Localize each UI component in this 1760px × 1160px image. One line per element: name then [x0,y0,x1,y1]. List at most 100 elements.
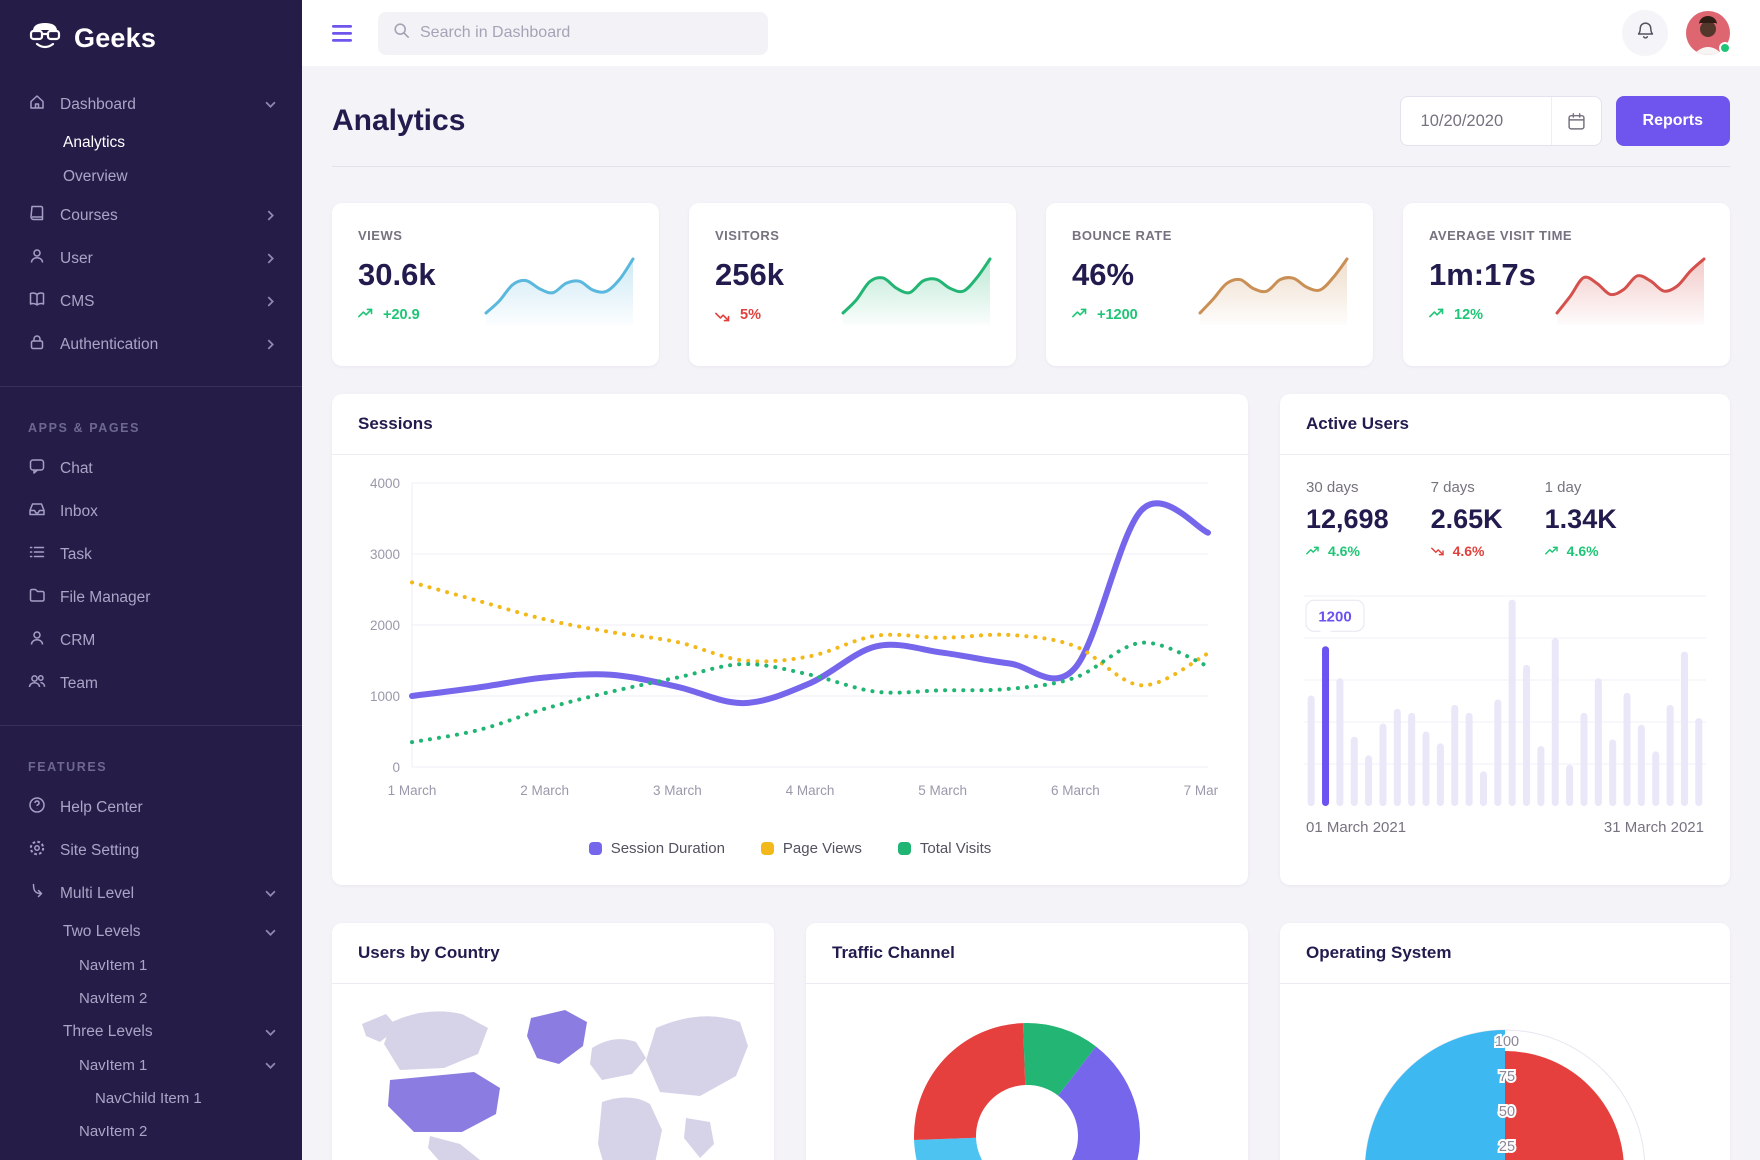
sidebar-divider [0,725,302,726]
world-map [362,1010,748,1160]
svg-text:25: 25 [1499,1139,1515,1155]
active-users-7-days: 7 days 2.65K 4.6% [1430,479,1503,559]
chevron-right-icon [265,339,276,350]
sidebar-item-team[interactable]: Team [0,662,302,705]
axis-end-label: 31 March 2021 [1603,819,1704,836]
sidebar-item-chat[interactable]: Chat [0,447,302,490]
legend-dot [588,842,602,855]
trend-up-icon [1544,543,1561,559]
operating-system-card: Operating System 100 75 50 25 [1280,923,1730,1160]
home-icon [28,93,46,116]
sidebar-item-label: Dashboard [60,95,136,113]
gear-icon [28,839,46,862]
main-area: Analytics 10/20/2020 Reports VIEWS 30.6k [302,0,1760,1160]
chevron-right-icon [265,210,276,221]
date-input[interactable]: 10/20/2020 [1420,111,1504,130]
sidebar-item-user[interactable]: User [0,237,302,280]
avg-visit-time-sparkline [1555,257,1706,325]
chevron-down-icon [265,99,276,110]
sidebar-item-cms[interactable]: CMS [0,280,302,323]
svg-text:100: 100 [1495,1034,1519,1050]
reports-button[interactable]: Reports [1615,96,1730,146]
active-users-card: Active Users 30 days 12,698 4.6% 7 days … [1280,394,1730,885]
sidebar-item-two-levels[interactable]: Two Levels [0,915,302,949]
lock-icon [28,333,46,356]
visitors-sparkline [841,257,992,325]
sidebar-item-authentication[interactable]: Authentication [0,323,302,366]
active-users-stats: 30 days 12,698 4.6% 7 days 2.65K 4.6% 1 … [1280,455,1730,563]
legend-dot [897,842,911,855]
calendar-icon[interactable] [1550,97,1601,145]
legend-session-duration[interactable]: Session Duration [588,840,725,857]
sidebar-item-site-setting[interactable]: Site Setting [0,829,302,872]
legend-dot [760,842,774,855]
operating-system-title: Operating System [1280,923,1730,984]
sidebar-divider [0,386,302,387]
sidebar-item-crm[interactable]: CRM [0,619,302,662]
topbar-right [1622,10,1731,56]
list-icon [28,543,46,566]
sidebar-item-courses[interactable]: Courses [0,194,302,237]
active-users-axis: 01 March 2021 31 March 2021 [1280,811,1730,854]
trend-up-icon [358,307,376,323]
stat-card-visitors: VISITORS 256k 5% [689,203,1016,366]
sidebar-item-analytics[interactable]: Analytics [63,134,126,151]
brand-name: Geeks [74,23,157,53]
sidebar-item-navchild-item-1[interactable]: NavChild Item 1 [95,1090,202,1107]
traffic-channel-card: Traffic Channel [806,923,1248,1160]
inbox-icon [28,500,46,523]
legend-page-views[interactable]: Page Views [760,840,862,857]
search-icon [393,22,410,44]
users-by-country-card: Users by Country [332,923,774,1160]
brand-logo[interactable]: Geeks [0,0,302,83]
sidebar-section-apps-pages: APPS & PAGES [28,421,141,435]
sidebar-item-navitem-2-nested[interactable]: NavItem 2 [79,1123,148,1140]
legend-total-visits[interactable]: Total Visits [897,840,991,857]
sidebar-section-features: FEATURES [28,760,108,774]
menu-toggle-button[interactable] [332,24,354,42]
chevron-right-icon [265,296,276,307]
date-picker: 10/20/2020 [1399,96,1602,146]
stat-value: 30.6k [358,257,436,292]
help-circle-icon [28,796,46,819]
book-icon [28,204,46,227]
book-open-icon [28,290,46,313]
online-status-dot [1719,42,1731,54]
sidebar-item-navitem-2[interactable]: NavItem 2 [79,990,148,1007]
sidebar-item-overview[interactable]: Overview [63,168,128,185]
trend-up-icon [1306,543,1322,559]
active-users-bar-chart: 1200 [1304,595,1706,806]
svg-text:4 March: 4 March [786,783,835,798]
svg-text:3 March: 3 March [653,783,702,798]
chevron-down-icon [265,1060,276,1071]
sidebar-item-file-manager[interactable]: File Manager [0,576,302,619]
svg-text:1200: 1200 [1318,608,1351,625]
sidebar-item-navitem-1[interactable]: NavItem 1 [79,957,148,974]
svg-text:0: 0 [392,760,400,775]
sessions-legend: Session Duration Page Views Total Visits [332,826,1248,877]
sidebar-item-dashboard[interactable]: Dashboard [0,83,302,126]
sidebar-item-task[interactable]: Task [0,533,302,576]
notifications-button[interactable] [1622,10,1668,56]
active-users-1-day: 1 day 1.34K 4.6% [1544,479,1617,559]
sessions-line-chart: 0 1000 2000 3000 4000 1 March 2 March 3 March 4 … [370,476,1232,798]
sidebar-item-help-center[interactable]: Help Center [0,786,302,829]
sidebar-item-three-levels[interactable]: Three Levels [0,1015,302,1049]
search-input[interactable] [420,24,753,42]
folder-icon [28,586,46,609]
branch-arrow-icon [28,882,46,905]
stat-delta: 12% [1429,307,1704,323]
sidebar-item-navitem-1-nested[interactable]: NavItem 1 [0,1049,302,1082]
svg-text:1000: 1000 [370,689,400,704]
person-icon [28,629,46,652]
sessions-title: Sessions [332,394,1248,455]
page-header: Analytics 10/20/2020 Reports [332,96,1730,167]
sidebar-item-multi-level[interactable]: Multi Level [0,872,302,915]
traffic-channel-donut-chart [914,1023,1140,1160]
user-avatar[interactable] [1686,11,1731,55]
sidebar-item-inbox[interactable]: Inbox [0,490,302,533]
svg-text:7 March: 7 March [1184,783,1218,798]
chat-icon [28,457,46,480]
svg-text:4000: 4000 [370,476,400,491]
